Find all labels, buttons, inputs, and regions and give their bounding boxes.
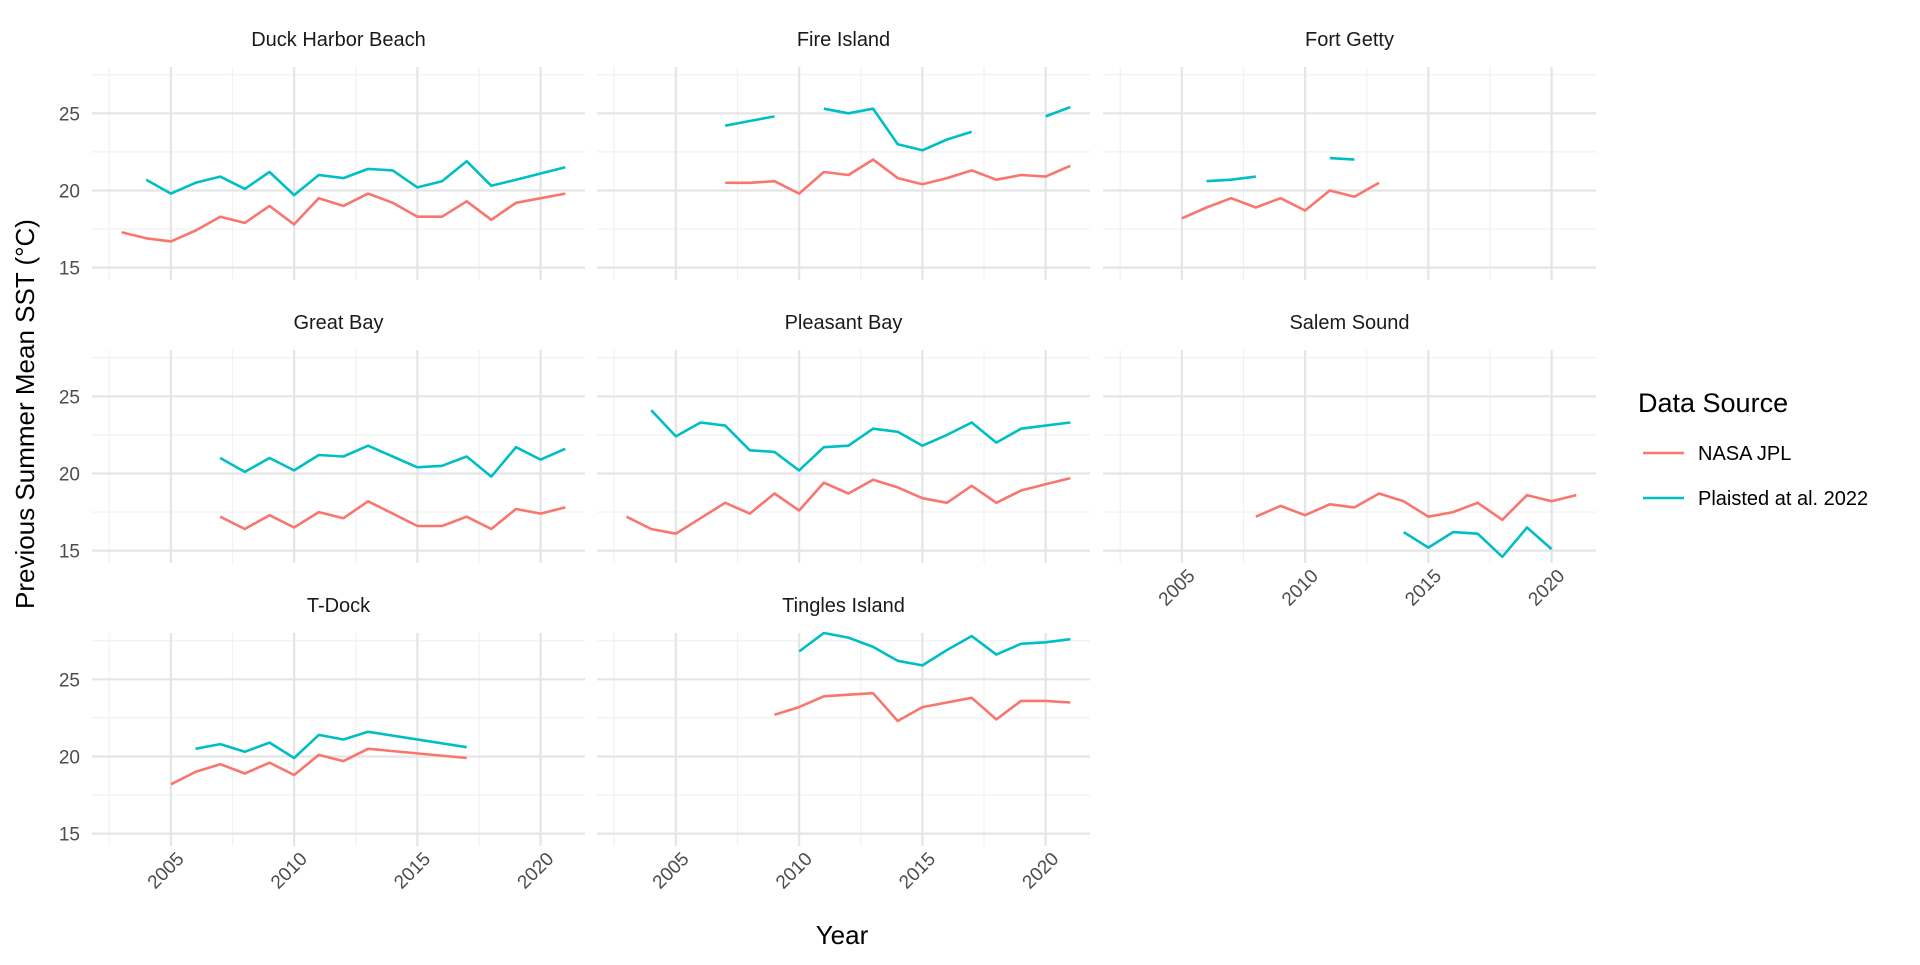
y-tick-label: 20: [59, 747, 80, 768]
x-tick-label: 2015: [390, 849, 435, 894]
y-tick-label: 15: [59, 259, 80, 280]
series-line-plaisted-at-al-2022: [219, 444, 566, 478]
y-tick-label: 25: [59, 670, 80, 691]
facet-title: Pleasant Bay: [785, 312, 903, 334]
facet-title: Duck Harbor Beach: [251, 29, 426, 51]
legend: Data Source NASA JPL Plaisted at al. 202…: [1638, 388, 1868, 510]
x-tick-label: 2010: [1278, 566, 1323, 611]
facet-tingles-island: Tingles Island 2005 2010 2015 2020: [597, 595, 1090, 893]
series-line-nasa-jpl: [219, 500, 566, 531]
y-tick-label: 20: [59, 181, 80, 202]
legend-title: Data Source: [1638, 388, 1788, 418]
facet-great-bay: Great Bay 15 20 25: [59, 312, 585, 563]
facet-title: Tingles Island: [782, 595, 905, 617]
facet-title: Great Bay: [293, 312, 383, 334]
x-tick-label: 2005: [144, 849, 189, 894]
facet-title: Salem Sound: [1289, 312, 1409, 334]
series-line-nasa-jpl: [725, 158, 1071, 195]
y-tick-label: 15: [59, 542, 80, 563]
facet-fort-getty: Fort Getty: [1103, 29, 1596, 280]
y-tick-label: 25: [59, 104, 80, 125]
x-tick-label: 2015: [1401, 566, 1446, 611]
x-tick-label: 2005: [1155, 566, 1200, 611]
series-line-plaisted-at-al-2022: [798, 631, 1071, 667]
series-line-plaisted-at-al-2022: [195, 730, 467, 760]
facet-pleasant-bay: Pleasant Bay: [597, 312, 1090, 563]
x-tick-label: 2010: [267, 849, 312, 894]
x-tick-label: 2020: [514, 849, 559, 894]
series-line-nasa-jpl: [1255, 492, 1577, 522]
facet-panels: Duck Harbor Beach 15 20 25 Fire Island Fort G…: [59, 29, 1596, 893]
series-line-nasa-jpl: [1181, 181, 1380, 220]
facet-fire-island: Fire Island: [597, 29, 1090, 280]
facet-title: Fire Island: [797, 29, 890, 51]
facet-t-dock: T-Dock 15 20 25 2005 2010 2015 2020: [59, 595, 585, 893]
x-axis-title: Year: [816, 920, 869, 950]
series-line-plaisted-at-al-2022: [650, 409, 1071, 472]
facet-salem-sound: Salem Sound 2005 2010 2015 2020: [1103, 312, 1596, 610]
legend-label-nasa-jpl: NASA JPL: [1698, 443, 1791, 465]
series-line-plaisted-at-al-2022: [145, 159, 566, 197]
series-line-plaisted-at-al-2022: [724, 105, 1071, 152]
facet-title: Fort Getty: [1305, 29, 1394, 51]
facet-title: T-Dock: [307, 595, 371, 617]
x-tick-label: 2005: [649, 849, 694, 894]
series-line-nasa-jpl: [170, 747, 467, 786]
series-line-plaisted-at-al-2022: [1403, 526, 1553, 559]
series-line-nasa-jpl: [121, 192, 566, 243]
legend-label-plaisted: Plaisted at al. 2022: [1698, 488, 1868, 510]
y-tick-label: 15: [59, 825, 80, 846]
series-line-nasa-jpl: [626, 476, 1071, 535]
x-tick-label: 2020: [1019, 849, 1064, 894]
facet-duck-harbor-beach: Duck Harbor Beach 15 20 25: [59, 29, 585, 280]
y-axis-title: Previous Summer Mean SST (°C): [10, 219, 40, 609]
x-tick-label: 2015: [895, 849, 940, 894]
series-line-nasa-jpl: [774, 691, 1071, 723]
y-tick-label: 25: [59, 387, 80, 408]
series-line-plaisted-at-al-2022: [1206, 156, 1355, 183]
x-tick-label: 2010: [772, 849, 817, 894]
x-tick-label: 2020: [1525, 566, 1570, 611]
y-tick-label: 20: [59, 464, 80, 485]
